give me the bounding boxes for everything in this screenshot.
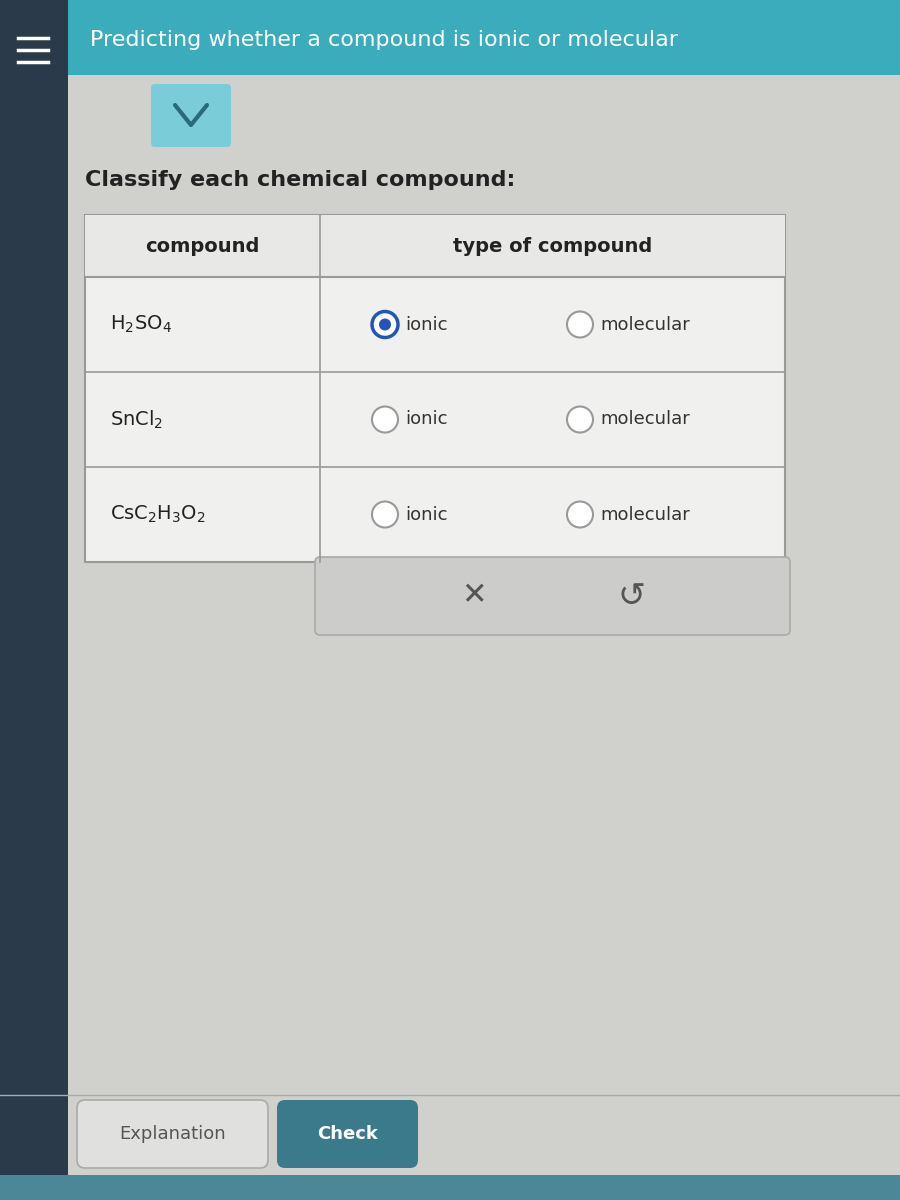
- FancyBboxPatch shape: [68, 0, 900, 74]
- Text: ✕: ✕: [461, 582, 486, 611]
- FancyBboxPatch shape: [0, 0, 68, 1200]
- Circle shape: [567, 502, 593, 528]
- Text: H$_2$SO$_4$: H$_2$SO$_4$: [110, 314, 172, 335]
- FancyBboxPatch shape: [85, 215, 785, 277]
- FancyBboxPatch shape: [68, 74, 900, 1200]
- Text: SnCl$_2$: SnCl$_2$: [110, 408, 163, 431]
- FancyBboxPatch shape: [277, 1100, 418, 1168]
- Text: CsC$_2$H$_3$O$_2$: CsC$_2$H$_3$O$_2$: [110, 504, 206, 526]
- FancyBboxPatch shape: [0, 1175, 900, 1200]
- Text: compound: compound: [145, 236, 260, 256]
- Text: ionic: ionic: [405, 316, 447, 334]
- Circle shape: [567, 407, 593, 432]
- FancyBboxPatch shape: [77, 1100, 268, 1168]
- Text: molecular: molecular: [600, 316, 689, 334]
- Text: ↺: ↺: [617, 580, 645, 612]
- Text: Check: Check: [317, 1126, 378, 1142]
- Circle shape: [372, 502, 398, 528]
- Text: Explanation: Explanation: [119, 1126, 226, 1142]
- Text: ionic: ionic: [405, 410, 447, 428]
- Text: molecular: molecular: [600, 505, 689, 523]
- Circle shape: [372, 312, 398, 337]
- Text: ionic: ionic: [405, 505, 447, 523]
- Text: type of compound: type of compound: [453, 236, 652, 256]
- Circle shape: [567, 312, 593, 337]
- Text: molecular: molecular: [600, 410, 689, 428]
- FancyBboxPatch shape: [315, 557, 790, 635]
- Text: Predicting whether a compound is ionic or molecular: Predicting whether a compound is ionic o…: [90, 30, 678, 50]
- Text: Classify each chemical compound:: Classify each chemical compound:: [85, 170, 516, 190]
- FancyBboxPatch shape: [85, 215, 785, 562]
- Circle shape: [372, 407, 398, 432]
- FancyBboxPatch shape: [151, 84, 231, 146]
- Circle shape: [379, 318, 391, 330]
